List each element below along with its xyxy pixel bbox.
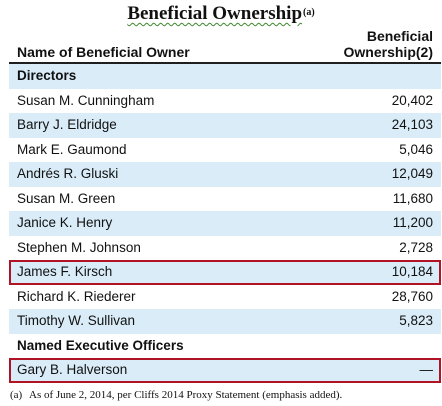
owner-name: Barry J. Eldridge	[17, 117, 117, 132]
table-row-highlighted: James F. Kirsch 10,184	[9, 260, 441, 285]
title-text: Beneficial Ownership	[127, 3, 303, 24]
section-label: Directors	[17, 68, 77, 83]
footnote-marker: (a)	[10, 389, 23, 401]
header-value-column: Beneficial Ownership(2)	[344, 28, 433, 60]
owner-value: 2,728	[399, 239, 433, 255]
owner-name: Gary B. Halverson	[17, 362, 128, 377]
owner-name: Susan M. Green	[17, 190, 116, 206]
owner-name: James F. Kirsch	[17, 264, 113, 279]
owner-value: 12,049	[391, 166, 433, 181]
header-name-column: Name of Beneficial Owner	[17, 44, 190, 60]
footnote: (a) As of June 2, 2014, per Cliffs 2014 P…	[0, 389, 442, 402]
owner-name: Mark E. Gaumond	[17, 141, 127, 157]
table-row: Richard K. Riederer 28,760	[9, 284, 441, 309]
footnote-text: As of June 2, 2014, per Cliffs 2014 Prox…	[29, 389, 343, 401]
owner-value: 20,402	[391, 92, 433, 108]
owner-value: 5,046	[399, 141, 433, 157]
table-row: Stephen M. Johnson 2,728	[9, 235, 441, 260]
title-footnote-marker: (a)	[303, 7, 315, 18]
owner-value: 11,200	[392, 215, 433, 230]
table-row: Susan M. Cunningham 20,402	[9, 88, 441, 113]
table-row: Janice K. Henry 11,200	[9, 211, 441, 236]
table-row: Susan M. Green 11,680	[9, 186, 441, 211]
owner-name: Susan M. Cunningham	[17, 92, 155, 108]
owner-value: 11,680	[392, 190, 433, 206]
header-value-line1: Beneficial	[366, 28, 433, 44]
owner-value: 24,103	[391, 117, 433, 132]
header-value-line2: Ownership(2)	[343, 44, 433, 60]
owner-name: Stephen M. Johnson	[17, 239, 141, 255]
table-row: Andrés R. Gluski 12,049	[9, 162, 441, 187]
table-row: Barry J. Eldridge 24,103	[9, 113, 441, 138]
owner-name: Timothy W. Sullivan	[17, 313, 136, 328]
section-directors: Directors	[9, 64, 441, 89]
owner-name: Andrés R. Gluski	[17, 166, 119, 181]
table-row: Timothy W. Sullivan 5,823	[9, 309, 441, 334]
section-label: Named Executive Officers	[17, 337, 184, 353]
owner-value: 10,184	[391, 264, 433, 279]
table-row-highlighted: Gary B. Halverson —	[9, 358, 441, 383]
owner-name: Richard K. Riederer	[17, 288, 136, 304]
table-row: Mark E. Gaumond 5,046	[9, 137, 441, 162]
owner-name: Janice K. Henry	[17, 215, 113, 230]
owner-value: 5,823	[399, 313, 433, 328]
section-officers: Named Executive Officers	[9, 333, 441, 358]
table-header: Name of Beneficial Owner Beneficial Owne…	[9, 27, 441, 64]
ownership-table: Directors Susan M. Cunningham 20,402 Bar…	[9, 64, 441, 383]
page-title: Beneficial Ownership(a)	[0, 3, 442, 25]
owner-value: —	[419, 362, 434, 377]
owner-value: 28,760	[391, 288, 433, 304]
